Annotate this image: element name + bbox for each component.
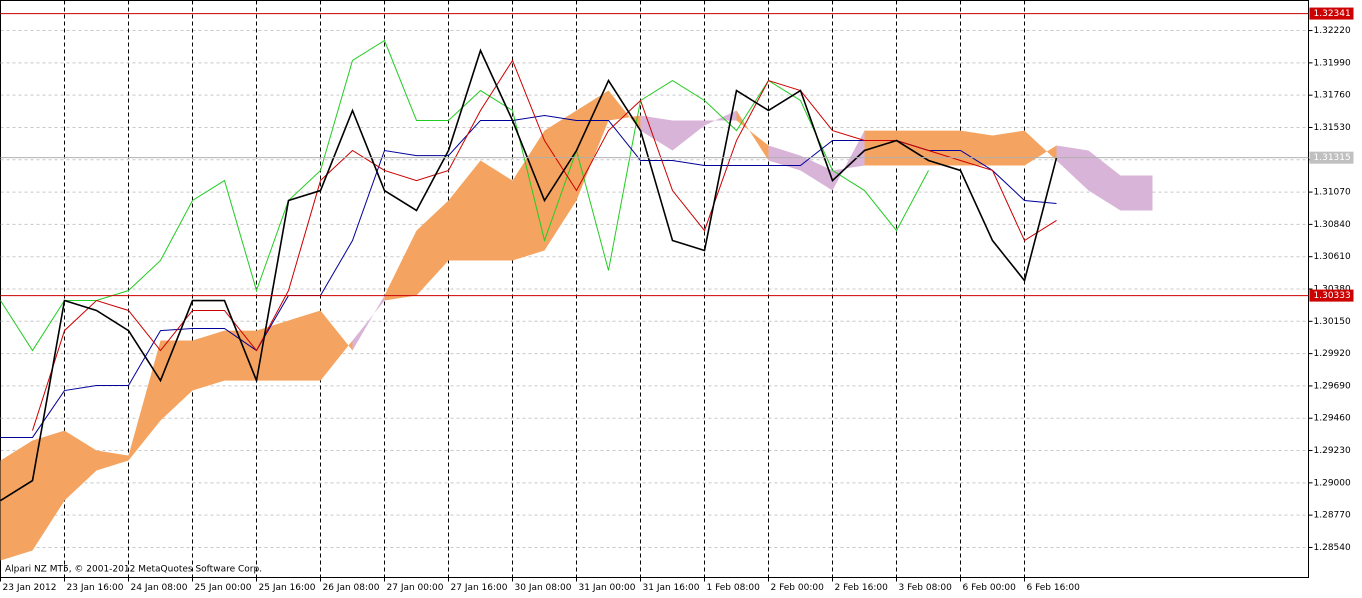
cloud-segment bbox=[608, 90, 641, 131]
y-tick-label: 1.30380 bbox=[1314, 285, 1351, 295]
y-tick-label: 1.29690 bbox=[1314, 381, 1351, 391]
cloud-segment bbox=[288, 310, 321, 381]
y-tick-label: 1.29000 bbox=[1314, 478, 1351, 488]
x-tick-label: 23 Jan 2012 bbox=[3, 583, 57, 593]
cloud-segment bbox=[704, 110, 737, 126]
x-tick-label: 30 Jan 08:00 bbox=[515, 583, 572, 593]
cloud-segment bbox=[512, 130, 545, 261]
cloud-segment bbox=[416, 200, 449, 296]
x-tick-label: 25 Jan 16:00 bbox=[259, 583, 316, 593]
current-price-box bbox=[1309, 151, 1354, 164]
cloud-segment bbox=[576, 90, 609, 201]
y-tick-label: 1.32220 bbox=[1314, 26, 1351, 36]
x-tick-label: 23 Jan 16:00 bbox=[67, 583, 124, 593]
cloud-segment bbox=[320, 310, 353, 381]
y-tick-label: 1.28770 bbox=[1314, 511, 1351, 521]
x-tick-label: 2 Feb 16:00 bbox=[835, 583, 889, 593]
cloud-segment bbox=[1024, 130, 1057, 166]
x-tick-label: 31 Jan 16:00 bbox=[643, 583, 700, 593]
y-tick-label: 1.29230 bbox=[1314, 446, 1351, 456]
x-tick-label: 6 Feb 00:00 bbox=[963, 583, 1017, 593]
cloud-segment bbox=[192, 330, 225, 391]
indicator-line bbox=[0, 48, 1058, 502]
level-label-box bbox=[1309, 289, 1354, 302]
cloud-segment bbox=[32, 430, 65, 551]
x-tick-label: 31 Jan 00:00 bbox=[579, 583, 636, 593]
x-tick-label: 6 Feb 16:00 bbox=[1027, 583, 1081, 593]
cloud-segment bbox=[864, 130, 897, 166]
y-tick-label: 1.31070 bbox=[1314, 188, 1351, 198]
y-tick-label: 1.30150 bbox=[1314, 317, 1351, 327]
cloud-segment bbox=[800, 155, 833, 191]
indicator-line bbox=[32, 59, 1057, 431]
y-tick-label: 1.31530 bbox=[1314, 123, 1351, 133]
cloud-segment bbox=[64, 430, 97, 501]
x-tick-label: 27 Jan 16:00 bbox=[451, 583, 508, 593]
footer: Alpari NZ MT5, © 2001-2012 MetaQuotes So… bbox=[5, 565, 262, 575]
indicator-line bbox=[0, 39, 929, 352]
x-tick-label: 24 Jan 08:00 bbox=[131, 583, 188, 593]
cloud-segment bbox=[96, 450, 129, 471]
cloud-segment bbox=[0, 440, 33, 561]
x-tick-label: 2 Feb 00:00 bbox=[771, 583, 825, 593]
cloud-segment bbox=[448, 160, 481, 261]
cloud-segment bbox=[128, 340, 161, 461]
level-label: 1.30333 bbox=[1314, 291, 1351, 301]
x-tick-label: 26 Jan 08:00 bbox=[323, 583, 380, 593]
level-label-box bbox=[1309, 7, 1354, 20]
cloud-segment bbox=[384, 230, 417, 301]
x-tick-label: 1 Feb 08:00 bbox=[707, 583, 761, 593]
cloud-segment bbox=[928, 130, 961, 166]
y-tick-label: 1.30610 bbox=[1314, 252, 1351, 262]
cloud-segment bbox=[960, 130, 993, 166]
cloud-segment bbox=[992, 130, 1025, 166]
y-tick-label: 1.28540 bbox=[1314, 543, 1351, 553]
cloud-segment bbox=[224, 330, 257, 381]
level-label: 1.32341 bbox=[1314, 9, 1351, 19]
cloud-segment bbox=[352, 295, 385, 351]
y-tick-label: 1.29920 bbox=[1314, 349, 1351, 359]
cloud-segment bbox=[896, 130, 929, 166]
x-tick-label: 27 Jan 00:00 bbox=[387, 583, 444, 593]
cloud-segment bbox=[480, 160, 513, 261]
cloud-segment bbox=[544, 110, 577, 251]
current-price-label: 1.31315 bbox=[1314, 153, 1351, 163]
y-tick-label: 1.30840 bbox=[1314, 220, 1351, 230]
y-tick-label: 1.31760 bbox=[1314, 91, 1351, 101]
cloud-segment bbox=[736, 110, 769, 161]
x-tick-label: 25 Jan 00:00 bbox=[195, 583, 252, 593]
cloud-segment bbox=[1120, 175, 1153, 211]
x-tick-label: 3 Feb 08:00 bbox=[899, 583, 953, 593]
y-tick-label: 1.31990 bbox=[1314, 58, 1351, 68]
cloud-segment bbox=[1088, 150, 1121, 211]
cloud-segment bbox=[672, 120, 705, 151]
y-tick-label: 1.29460 bbox=[1314, 414, 1351, 424]
cloud-segment bbox=[1056, 145, 1089, 191]
